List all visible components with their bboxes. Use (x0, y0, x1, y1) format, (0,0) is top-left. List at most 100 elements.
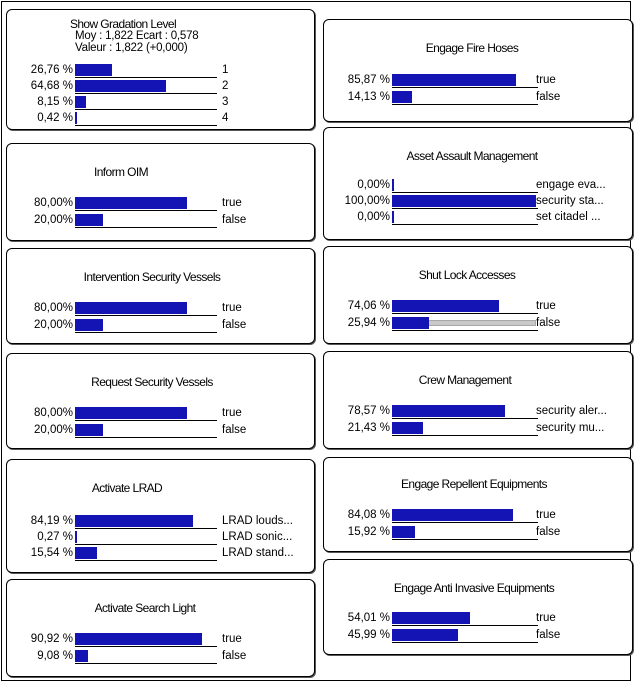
state-percentage: 84,19 % (30, 515, 73, 527)
state-label: false (222, 214, 247, 226)
state-probability-bar (75, 96, 87, 108)
state-probability-bar (392, 612, 470, 624)
node-stat-mean: Moy : 1,822 Ecart : 0,578 (75, 30, 199, 42)
state-probability-bar (392, 509, 514, 521)
state-row[interactable]: 0,27 % LRAD sonic... (7, 530, 314, 546)
state-label: 4 (222, 112, 229, 124)
state-percentage: 0,42 % (37, 112, 73, 124)
node-intervention-security-vessels[interactable]: Intervention Security Vessels 80,00% true… (6, 248, 315, 344)
node-engage-repellent-equipments[interactable]: Engage Repellent Equipments 84,08 % true 1… (323, 457, 633, 552)
state-row[interactable]: 20,00% false (7, 318, 314, 334)
state-bar-track (75, 318, 217, 333)
state-probability-bar (392, 211, 394, 223)
state-row[interactable]: 80,00% true (7, 301, 314, 317)
state-row[interactable]: 15,92 % false (324, 525, 632, 541)
state-probability-bar (75, 64, 113, 76)
state-row[interactable]: 45,99 % false (324, 628, 632, 644)
node-asset-assault-management[interactable]: Asset Assault Management 0,00% engage eva… (323, 127, 633, 240)
node-crew-management[interactable]: Crew Management 78,57 % security aler... 2… (323, 351, 633, 449)
state-bar-track (392, 421, 538, 436)
state-percentage: 80,00% (33, 197, 73, 209)
node-activate-lrad[interactable]: Activate LRAD 84,19 % LRAD louds... 0,27 %… (6, 459, 315, 573)
state-bar-track (392, 90, 538, 105)
state-row[interactable]: 20,00% false (7, 423, 314, 439)
state-percentage: 90,92 % (30, 633, 73, 645)
state-bar-track (75, 514, 217, 529)
state-probability-bar (75, 214, 103, 226)
state-bar-track (392, 73, 538, 88)
state-row[interactable]: 14,13 % false (324, 90, 632, 106)
node-engage-fire-hoses[interactable]: Engage Fire Hoses 85,87 % true 14,13 % fals… (323, 19, 633, 122)
state-label: true (536, 300, 556, 312)
state-row[interactable]: 0,42 % 4 (7, 111, 314, 127)
state-probability-bar (75, 407, 187, 419)
state-row[interactable]: 25,94 % false (324, 316, 632, 332)
state-row[interactable]: 26,76 % 1 (7, 63, 314, 79)
state-probability-bar (392, 405, 506, 417)
node-title: Crew Management (418, 373, 512, 387)
state-label: true (222, 302, 242, 314)
state-probability-bar (75, 319, 103, 331)
state-percentage: 45,99 % (347, 629, 390, 641)
state-probability-bar (392, 195, 536, 207)
state-percentage: 20,00% (33, 319, 73, 331)
node-title: Engage Fire Hoses (425, 41, 519, 55)
state-percentage: 74,06 % (347, 300, 390, 312)
state-bar-track (75, 196, 217, 211)
state-label: LRAD louds... (222, 515, 293, 527)
state-label: true (536, 509, 556, 521)
state-bar-track (392, 525, 538, 540)
state-label: 1 (222, 64, 229, 76)
node-shut-lock-accesses[interactable]: Shut Lock Accesses 74,06 % true 25,94 % fal… (323, 246, 633, 344)
state-label: set citadel ... (536, 211, 601, 223)
state-row[interactable]: 78,57 % security aler... (324, 404, 632, 420)
state-row[interactable]: 74,06 % true (324, 299, 632, 315)
state-probability-bar (75, 302, 187, 314)
state-probability-bar (75, 650, 88, 662)
state-row[interactable]: 84,08 % true (324, 508, 632, 524)
state-row[interactable]: 20,00% false (7, 213, 314, 229)
state-probability-bar (75, 112, 77, 124)
node-request-security-vessels[interactable]: Request Security Vessels 80,00% true 20,00… (6, 353, 315, 449)
state-probability-bar (392, 526, 415, 538)
state-row[interactable]: 54,01 % true (324, 611, 632, 627)
state-bar-track (75, 213, 217, 228)
node-engage-anti-invasive-equipments[interactable]: Engage Anti Invasive Equipments 54,01 % t… (323, 559, 633, 655)
state-row[interactable]: 100,00% security sta... (324, 194, 632, 210)
state-label: false (222, 319, 247, 331)
state-percentage: 80,00% (33, 407, 73, 419)
state-percentage: 64,68 % (30, 80, 73, 92)
node-title: Inform OIM (93, 165, 149, 179)
state-row[interactable]: 9,08 % false (7, 649, 314, 665)
node-show-gradation-level[interactable]: Show Gradation Level Moy : 1,822 Ecart :… (6, 9, 315, 130)
state-row[interactable]: 80,00% true (7, 406, 314, 422)
state-row[interactable]: 21,43 % security mu... (324, 421, 632, 437)
state-percentage: 0,00% (357, 179, 390, 191)
state-bar-track (75, 406, 217, 421)
state-label: true (536, 612, 556, 624)
state-row[interactable]: 90,92 % true (7, 632, 314, 648)
state-row[interactable]: 0,00% engage eva... (324, 178, 632, 194)
node-activate-search-light[interactable]: Activate Search Light 90,92 % true 9,08 % f… (6, 579, 315, 677)
state-bar-track (392, 299, 538, 314)
state-label: LRAD sonic... (222, 531, 293, 543)
state-row[interactable]: 64,68 % 2 (7, 79, 314, 95)
state-bar-track (75, 546, 217, 561)
state-row[interactable]: 15,54 % LRAD stand... (7, 546, 314, 562)
state-percentage: 0,00% (357, 211, 390, 223)
node-title: Request Security Vessels (91, 375, 213, 389)
state-probability-bar (75, 531, 77, 543)
state-row[interactable]: 84,19 % LRAD louds... (7, 514, 314, 530)
state-row[interactable]: 8,15 % 3 (7, 95, 314, 111)
state-percentage: 0,27 % (37, 531, 73, 543)
node-inform-oim[interactable]: Inform OIM 80,00% true 20,00% false (6, 143, 315, 241)
state-probability-bar (75, 547, 97, 559)
state-percentage: 20,00% (33, 424, 73, 436)
state-row[interactable]: 0,00% set citadel ... (324, 210, 632, 226)
state-row[interactable]: 80,00% true (7, 196, 314, 212)
state-percentage: 20,00% (33, 214, 73, 226)
state-label: LRAD stand... (222, 547, 294, 559)
state-percentage: 14,13 % (347, 91, 390, 103)
state-row[interactable]: 85,87 % true (324, 73, 632, 89)
state-bar-track (75, 530, 217, 545)
